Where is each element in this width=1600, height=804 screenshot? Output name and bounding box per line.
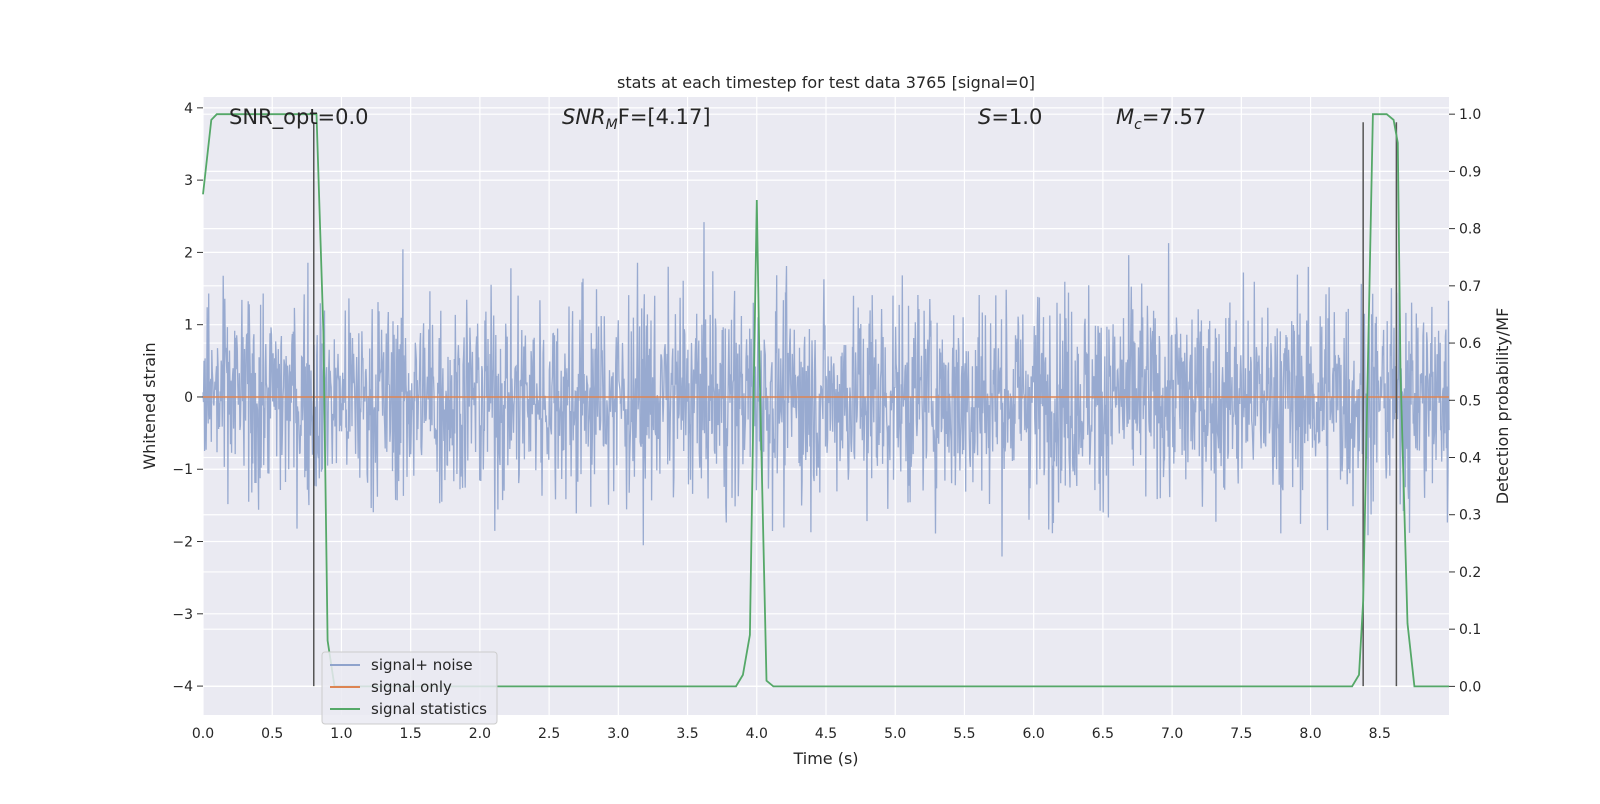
x-axis-title: Time (s) bbox=[792, 749, 858, 768]
annotation-snr-opt: SNR_opt=0.0 bbox=[229, 105, 369, 130]
y-tick-label: 4 bbox=[184, 101, 193, 117]
x-tick-label: 5.5 bbox=[953, 726, 975, 742]
statistics-line bbox=[202, 113, 1449, 688]
y-tick-label: −3 bbox=[172, 607, 193, 623]
y2-axis-ticks: 1.0 0.9 0.8 0.7 0.6 0.5 0.4 0.3 0.2 0.1 0.0 bbox=[1449, 107, 1481, 695]
x-tick-label: 5.0 bbox=[884, 726, 906, 742]
noise-series bbox=[202, 222, 1450, 557]
mc-value: =7.57 bbox=[1142, 105, 1206, 129]
signal-statistics-series bbox=[202, 113, 1449, 688]
y2-tick-label: 0.4 bbox=[1459, 451, 1481, 467]
x-tick-label: 7.5 bbox=[1230, 726, 1252, 742]
legend-label-noise: signal+ noise bbox=[371, 656, 473, 674]
x-tick-label: 4.0 bbox=[746, 726, 768, 742]
y-tick-label: 0 bbox=[184, 390, 193, 406]
y-tick-label: 3 bbox=[184, 173, 193, 189]
y-tick-label: −4 bbox=[172, 679, 193, 695]
x-tick-label: 2.0 bbox=[469, 726, 491, 742]
mc-label: M bbox=[1116, 105, 1134, 129]
x-axis-ticks: 0.0 0.5 1.0 1.5 2.0 2.5 3.0 3.5 4.0 4.5 5.0 5.5 6.0 6… bbox=[192, 726, 1391, 742]
noise-line bbox=[202, 222, 1450, 557]
y2-tick-label: 0.1 bbox=[1459, 622, 1481, 638]
annotation-mc: Mc=7.57 bbox=[1116, 105, 1206, 133]
snr-mf-sub: M bbox=[606, 117, 618, 133]
x-tick-label: 8.0 bbox=[1299, 726, 1321, 742]
x-tick-label: 4.5 bbox=[815, 726, 837, 742]
x-tick-label: 1.5 bbox=[400, 726, 422, 742]
y2-tick-label: 0.2 bbox=[1459, 565, 1481, 581]
x-tick-label: 0.0 bbox=[192, 726, 214, 742]
s-label: S bbox=[978, 105, 991, 129]
x-tick-label: 2.5 bbox=[538, 726, 560, 742]
y2-tick-label: 0.8 bbox=[1459, 222, 1481, 238]
x-tick-label: 6.0 bbox=[1023, 726, 1045, 742]
y-axis-ticks: 4 3 2 1 0 −1 −2 −3 −4 bbox=[172, 101, 203, 695]
x-tick-label: 0.5 bbox=[261, 726, 283, 742]
legend: signal+ noise signal only signal statist… bbox=[321, 651, 498, 725]
x-tick-label: 6.5 bbox=[1092, 726, 1114, 742]
legend-label-signal-only: signal only bbox=[371, 678, 452, 696]
y-tick-label: 1 bbox=[184, 318, 193, 334]
chart-title: stats at each timestep for test data 376… bbox=[617, 73, 1035, 92]
mc-sub: c bbox=[1134, 117, 1142, 133]
y2-tick-label: 0.5 bbox=[1459, 393, 1481, 409]
y2-tick-label: 0.9 bbox=[1459, 164, 1481, 180]
y2-tick-label: 0.7 bbox=[1459, 279, 1481, 295]
y-tick-label: 2 bbox=[184, 245, 193, 261]
x-tick-label: 3.0 bbox=[607, 726, 629, 742]
y2-tick-label: 0.3 bbox=[1459, 508, 1481, 524]
y2-tick-label: 1.0 bbox=[1459, 107, 1481, 123]
y2-tick-label: 0.6 bbox=[1459, 336, 1481, 352]
y2-axis-title: Detection probability/MF bbox=[1493, 308, 1512, 505]
annotation-snr-mf: SNRMF=[4.17] bbox=[562, 105, 711, 133]
x-tick-label: 1.0 bbox=[330, 726, 352, 742]
y-axis-title: Whitened strain bbox=[140, 342, 159, 469]
s-value: =1.0 bbox=[991, 105, 1042, 129]
snr-mf-prefix: SNR bbox=[562, 105, 606, 129]
x-tick-label: 3.5 bbox=[676, 726, 698, 742]
y-tick-label: −2 bbox=[172, 535, 193, 551]
legend-label-statistics: signal statistics bbox=[371, 700, 487, 718]
annotation-s: S=1.0 bbox=[978, 105, 1042, 129]
y-tick-label: −1 bbox=[172, 462, 193, 478]
legend-box bbox=[321, 651, 498, 725]
x-tick-label: 7.0 bbox=[1161, 726, 1183, 742]
snr-mf-suffix: F=[4.17] bbox=[618, 105, 711, 129]
x-tick-label: 8.5 bbox=[1369, 726, 1391, 742]
y2-tick-label: 0.0 bbox=[1459, 679, 1481, 695]
